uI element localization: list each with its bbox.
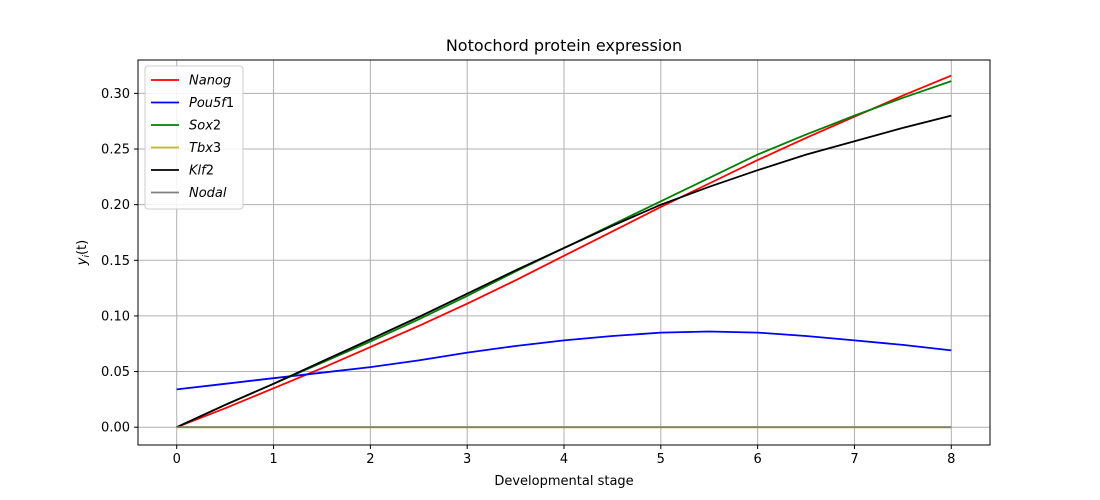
x-tick-label: 1 (269, 452, 277, 467)
legend-label-name: Tbx (189, 141, 213, 156)
y-axis-label-subscript: i (82, 255, 92, 258)
y-axis-label: yi(t) (75, 240, 92, 266)
y-tick-label: 0.10 (101, 309, 130, 324)
legend-label-number: 3 (213, 141, 221, 156)
legend-label-name: Klf (189, 164, 208, 179)
series-line-pou5f1 (176, 330, 952, 391)
legend-label-name: Nodal (189, 186, 227, 201)
x-tick-label: 2 (366, 452, 374, 467)
y-tick-label: 0.15 (101, 254, 130, 269)
series-line-klf2 (176, 114, 952, 429)
legend-label-name: Pou5f (189, 96, 228, 111)
y-tick-label: 0.05 (101, 365, 130, 380)
legend-label-nanog: Nanog (189, 74, 231, 89)
y-tick-label: 0.00 (101, 421, 130, 436)
legend-label-name: Sox (189, 119, 213, 134)
legend-label-number: 2 (213, 119, 221, 134)
legend-label-number: 2 (206, 164, 214, 179)
x-tick-label: 5 (657, 452, 665, 467)
legend-label-name: Nanog (189, 74, 231, 89)
y-axis-label-rest: (t) (75, 240, 90, 255)
legend-label-pou5f1: Pou5f1 (189, 96, 234, 111)
chart-title: Notochord protein expression (446, 36, 682, 55)
y-tick-label: 0.30 (101, 87, 130, 102)
x-tick-label: 8 (947, 452, 955, 467)
legend-label-number: 1 (226, 96, 234, 111)
x-tick-label: 0 (173, 452, 181, 467)
legend-label-sox2: Sox2 (189, 119, 221, 134)
legend-label-tbx3: Tbx3 (189, 141, 221, 156)
x-axis-label: Developmental stage (494, 474, 633, 489)
x-tick-label: 6 (753, 452, 761, 467)
x-tick-label: 3 (463, 452, 471, 467)
legend-label-nodal: Nodal (189, 186, 227, 201)
series-group (176, 74, 952, 429)
y-tick-label: 0.20 (101, 198, 130, 213)
ticks: 0 1 2 3 4 5 6 7 80.000.050.100.150.200.250.30 (101, 87, 955, 467)
y-tick-label: 0.25 (101, 143, 130, 158)
x-tick-label: 7 (850, 452, 858, 467)
y-axis-label-main: y (75, 257, 90, 266)
x-tick-label: 4 (560, 452, 568, 467)
legend-label-klf2: Klf2 (189, 164, 214, 179)
